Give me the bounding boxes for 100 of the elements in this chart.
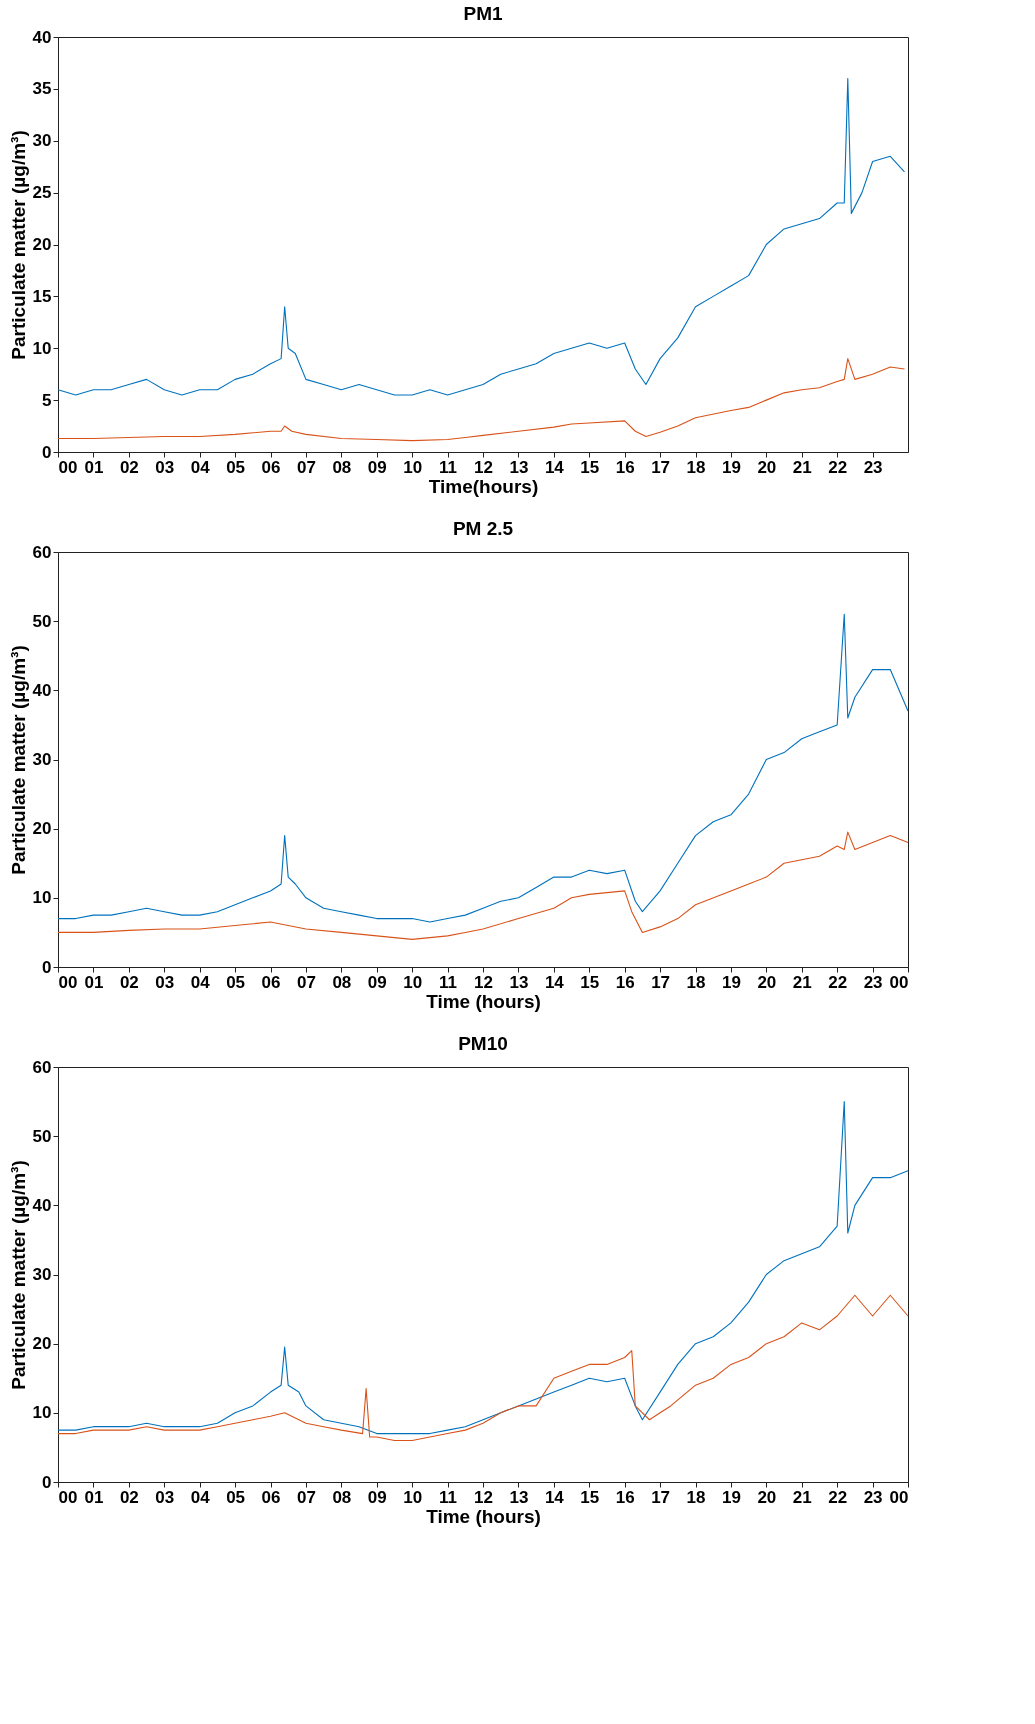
y-tick-label: 0 [42,957,52,977]
x-tick-label: 16 [615,457,635,477]
y-tick-label: 10 [32,338,52,358]
x-tick-label: 20 [757,972,777,992]
line-series [57,613,909,923]
x-tick-label: 22 [828,972,848,992]
chart-title: PM1 [463,3,503,24]
y-tick-label: 30 [32,1265,52,1284]
x-tick-label: 21 [792,457,812,477]
x-tick-label: 15 [580,457,600,477]
x-tick-label: 23 [863,457,883,477]
x-tick-label: 18 [686,457,706,477]
x-tick-label: 08 [332,1487,352,1507]
x-tick-label: 06 [261,457,281,477]
x-tick-label: 08 [332,457,352,477]
x-tick-label: 09 [367,1487,387,1507]
x-axis-title: Time (hours) [426,990,541,1012]
line-series [57,831,909,940]
y-axis-title: Particulate matter (µg/m³) [7,645,29,875]
y-tick-label: 10 [32,888,52,908]
x-tick-label: 01 [84,1487,104,1507]
x-tick-label: 04 [190,972,211,992]
x-tick-label: 09 [367,457,387,477]
y-tick-label: 15 [32,286,52,306]
x-tick-label: 14 [544,1487,565,1507]
x-tick-label: 11 [439,1487,458,1507]
y-tick-label: 60 [32,1057,52,1077]
y-tick-label: 20 [32,235,52,254]
line-series [57,1294,909,1442]
x-axis-title: Time (hours) [426,1505,541,1527]
x-tick-label: 00 [58,457,78,477]
line-series [57,77,906,396]
x-tick-label: 15 [580,972,600,992]
x-tick-label: 02 [119,457,139,477]
y-tick-label: 50 [32,1126,52,1146]
x-tick-label: 00 [889,972,909,992]
x-axis-title: Time(hours) [428,475,539,497]
x-tick-label: 17 [651,457,671,477]
x-tick-label: 12 [474,457,493,477]
y-axis-title: Particulate matter (µg/m³) [7,130,29,360]
x-tick-label: 13 [509,1487,529,1507]
x-tick-label: 13 [509,972,529,992]
x-tick-label: 07 [296,1487,316,1507]
y-tick-label: 10 [32,1403,52,1423]
line-series [57,358,906,442]
y-tick-label: 20 [32,1334,52,1354]
x-tick-label: 20 [757,457,777,477]
x-tick-label: 03 [155,1487,175,1507]
x-tick-label: 05 [226,1487,246,1507]
y-tick-label: 5 [42,390,52,410]
y-tick-label: 0 [42,442,52,462]
x-tick-label: 14 [544,972,565,992]
x-tick-label: 00 [58,1487,78,1507]
chart-title: PM10 [458,1033,508,1054]
x-tick-label: 02 [119,972,139,992]
x-tick-label: 00 [58,972,78,992]
x-tick-label: 21 [792,972,812,992]
y-tick-label: 50 [32,611,52,631]
x-tick-label: 19 [721,457,741,477]
x-tick-label: 12 [474,1487,493,1507]
x-tick-label: 05 [226,457,246,477]
y-tick-label: 0 [42,1472,52,1492]
x-tick-label: 07 [296,457,316,477]
x-tick-label: 11 [439,457,458,477]
x-tick-label: 01 [84,972,104,992]
x-tick-label: 01 [84,457,104,477]
y-axis-title: Particulate matter (µg/m³) [7,1160,29,1390]
x-tick-label: 02 [119,1487,139,1507]
chart-title: PM 2.5 [452,518,514,539]
x-tick-label: 06 [261,1487,281,1507]
x-tick-label: 05 [226,972,246,992]
x-tick-label: 09 [367,972,387,992]
y-tick-label: 25 [32,183,52,203]
x-tick-label: 16 [615,1487,635,1507]
x-tick-label: 12 [474,972,493,992]
x-tick-label: 04 [190,457,211,477]
x-tick-label: 00 [889,1487,909,1507]
x-tick-label: 18 [686,1487,706,1507]
x-tick-label: 19 [721,972,741,992]
x-tick-label: 15 [580,1487,600,1507]
x-tick-label: 23 [863,1487,883,1507]
x-tick-label: 19 [721,1487,741,1507]
x-tick-label: 21 [792,1487,812,1507]
x-tick-label: 23 [863,972,883,992]
x-tick-label: 22 [828,1487,848,1507]
y-tick-label: 30 [32,750,52,769]
y-tick-label: 60 [32,542,52,562]
y-tick-label: 40 [32,1195,52,1215]
x-tick-label: 16 [615,972,635,992]
x-tick-label: 04 [190,1487,211,1507]
x-tick-label: 07 [296,972,316,992]
x-tick-label: 17 [651,1487,671,1507]
x-tick-label: 11 [439,972,458,992]
x-tick-label: 20 [757,1487,777,1507]
x-tick-label: 03 [155,457,175,477]
y-tick-label: 20 [32,819,52,839]
x-tick-label: 10 [403,1487,423,1507]
y-tick-label: 35 [32,79,52,99]
y-tick-label: 40 [32,27,52,47]
line-series [57,1101,909,1435]
